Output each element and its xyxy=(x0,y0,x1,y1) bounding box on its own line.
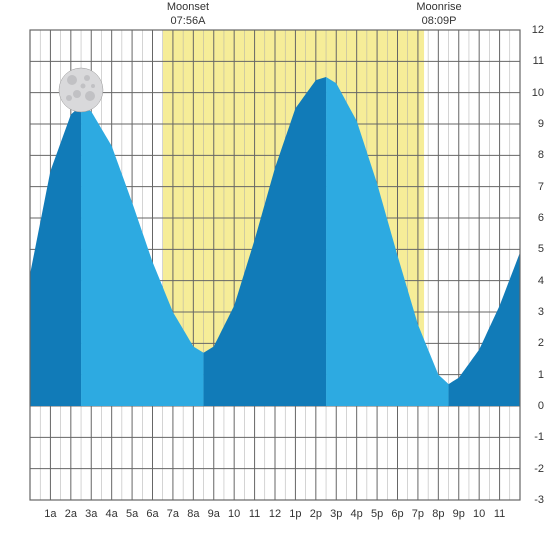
y-tick-label: 2 xyxy=(524,337,544,349)
x-tick-label: 9a xyxy=(204,508,224,520)
x-tick-label: 11 xyxy=(245,508,265,520)
y-tick-label: 4 xyxy=(524,275,544,287)
moonrise-annotation: Moonrise 08:09P xyxy=(416,0,461,29)
moonrise-title: Moonrise xyxy=(416,0,461,14)
moonset-title: Moonset xyxy=(167,0,209,14)
y-tick-label: 0 xyxy=(524,400,544,412)
y-tick-label: 8 xyxy=(524,149,544,161)
x-tick-label: 4p xyxy=(347,508,367,520)
tide-moon-chart: Moonset 07:56A Moonrise 08:09P 1a2a3a4a5… xyxy=(0,0,550,550)
x-tick-label: 12 xyxy=(265,508,285,520)
moon-icon xyxy=(57,66,105,114)
x-tick-label: 1p xyxy=(285,508,305,520)
y-tick-label: 10 xyxy=(524,87,544,99)
y-tick-label: 7 xyxy=(524,181,544,193)
y-tick-label: 3 xyxy=(524,306,544,318)
x-tick-label: 1a xyxy=(40,508,60,520)
x-tick-label: 10 xyxy=(224,508,244,520)
x-tick-label: 5a xyxy=(122,508,142,520)
y-tick-label: -3 xyxy=(524,494,544,506)
x-tick-label: 8p xyxy=(428,508,448,520)
x-tick-label: 3p xyxy=(326,508,346,520)
y-tick-label: 12 xyxy=(524,24,544,36)
x-tick-label: 11 xyxy=(490,508,510,520)
x-tick-label: 10 xyxy=(469,508,489,520)
x-tick-label: 2a xyxy=(61,508,81,520)
y-tick-label: 6 xyxy=(524,212,544,224)
moonset-annotation: Moonset 07:56A xyxy=(167,0,209,29)
y-tick-label: 5 xyxy=(524,243,544,255)
y-tick-label: 1 xyxy=(524,369,544,381)
x-tick-label: 4a xyxy=(102,508,122,520)
x-tick-label: 6a xyxy=(143,508,163,520)
y-tick-label: -2 xyxy=(524,463,544,475)
x-tick-label: 5p xyxy=(367,508,387,520)
y-tick-label: -1 xyxy=(524,431,544,443)
x-tick-label: 6p xyxy=(388,508,408,520)
x-tick-label: 2p xyxy=(306,508,326,520)
moonset-time: 07:56A xyxy=(167,14,209,28)
x-tick-label: 7p xyxy=(408,508,428,520)
x-tick-label: 8a xyxy=(183,508,203,520)
x-tick-label: 3a xyxy=(81,508,101,520)
y-tick-label: 11 xyxy=(524,55,544,67)
x-tick-label: 7a xyxy=(163,508,183,520)
y-tick-label: 9 xyxy=(524,118,544,130)
moonrise-time: 08:09P xyxy=(416,14,461,28)
x-tick-label: 9p xyxy=(449,508,469,520)
